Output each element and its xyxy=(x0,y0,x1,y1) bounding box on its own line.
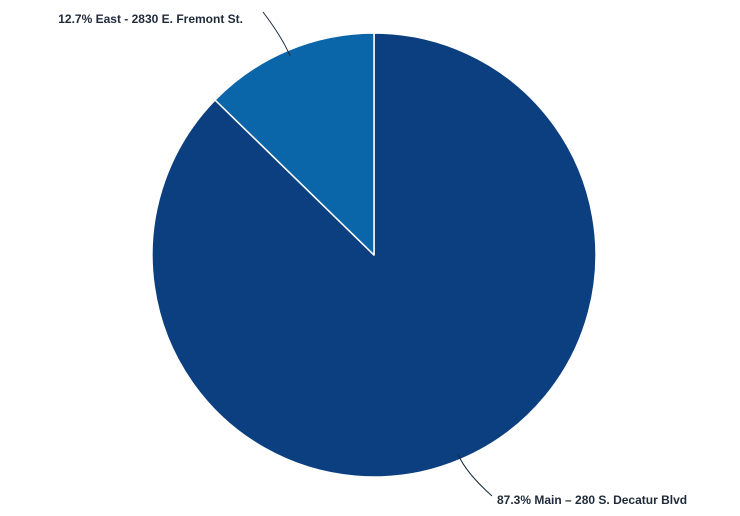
slice-label-main: 87.3% Main – 280 S. Decatur Blvd xyxy=(497,493,687,507)
slice-label-east: 12.7% East - 2830 E. Fremont St. xyxy=(58,12,243,26)
pie-slices xyxy=(151,32,597,478)
leader-line-east xyxy=(262,11,291,57)
slice-labels: 87.3% Main – 280 S. Decatur Blvd 12.7% E… xyxy=(58,12,687,507)
leader-lines xyxy=(262,11,493,497)
leader-line-main xyxy=(457,453,493,497)
